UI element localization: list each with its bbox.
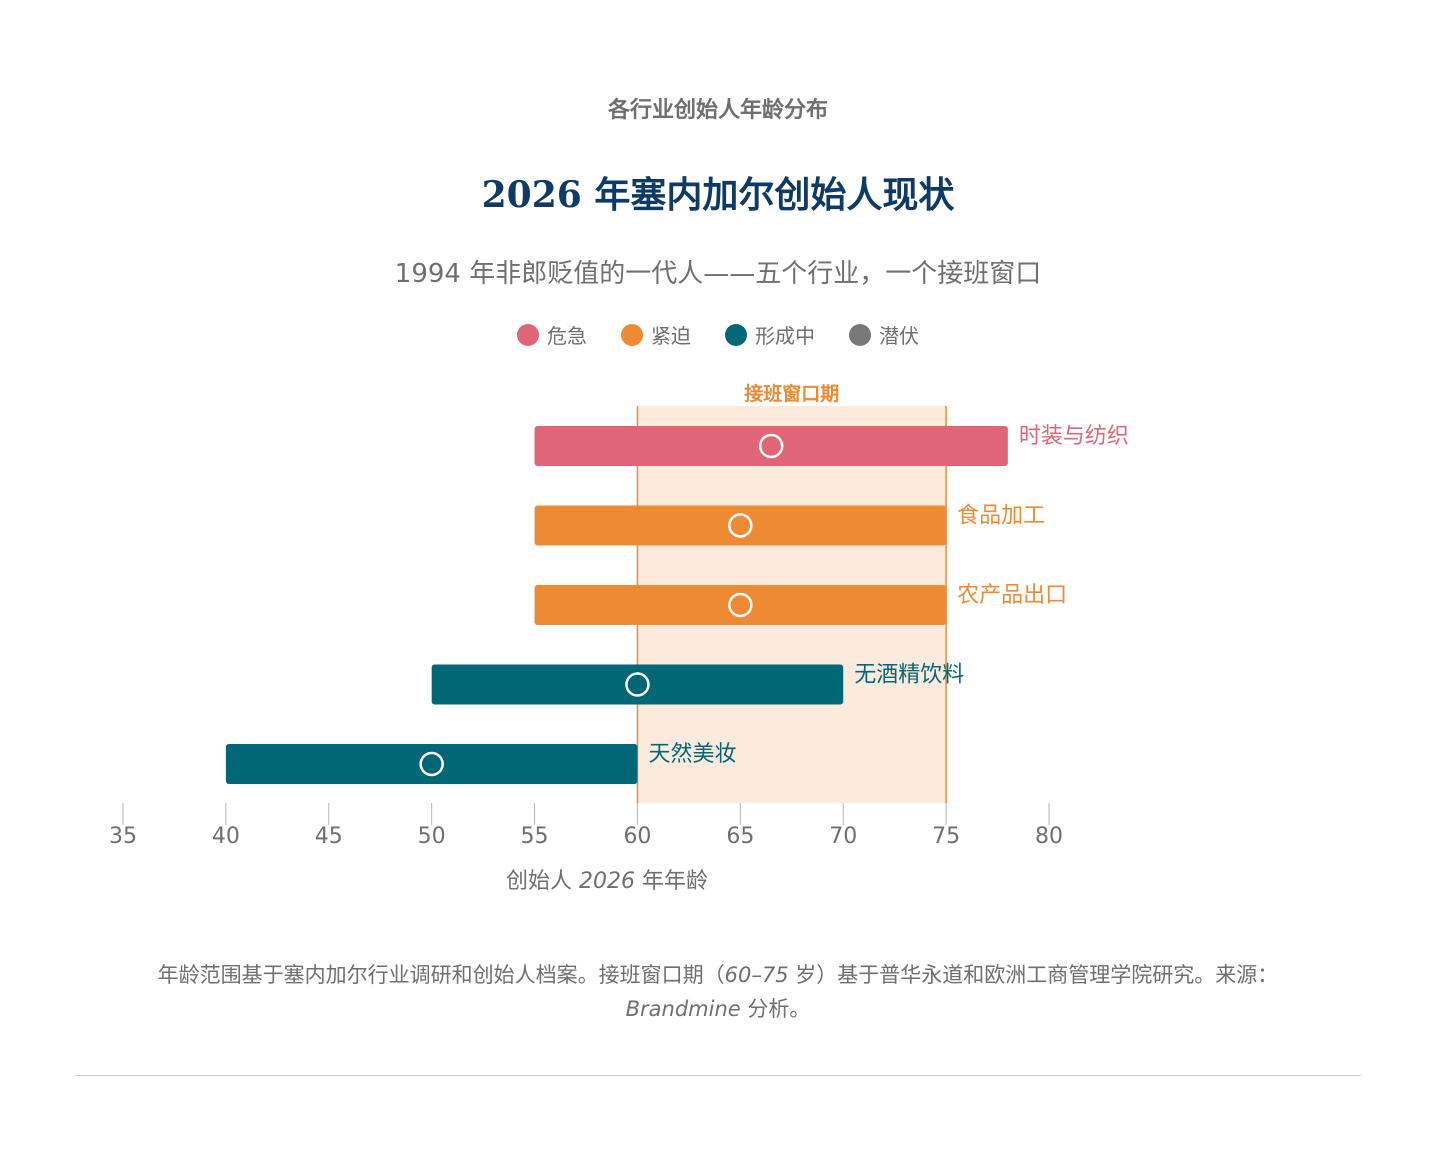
- footnote-text: 岁）基于普华永道和欧洲工商管理学院研究。来源：: [788, 963, 1279, 987]
- legend: 危急 紧迫 形成中 潜伏: [0, 320, 1436, 349]
- legend-item-urgent: 紧迫: [621, 320, 691, 349]
- footnote-source-name: Brandmine: [625, 997, 741, 1021]
- divider: [75, 1075, 1361, 1076]
- median-marker: [419, 751, 444, 777]
- legend-item-critical: 危急: [517, 320, 587, 349]
- footnote-window-range: 60–75: [724, 963, 789, 987]
- legend-label: 危急: [547, 324, 587, 348]
- bar-label: 时装与纺织: [1019, 424, 1129, 449]
- median-marker: [758, 433, 784, 459]
- range-bar: [534, 585, 947, 625]
- chart-eyebrow: 各行业创始人年龄分布: [607, 98, 828, 123]
- median-marker: [728, 592, 753, 618]
- x-tick-label: 75: [932, 824, 960, 849]
- legend-item-latent: 潜伏: [849, 320, 919, 349]
- x-tick-label: 50: [418, 824, 446, 849]
- legend-label: 紧迫: [651, 324, 691, 348]
- x-tick-label: 80: [1035, 824, 1063, 849]
- bar-label: 无酒精饮料: [854, 663, 964, 688]
- chart-title: 2026 年塞内加尔创始人现状: [481, 174, 955, 216]
- legend-dot: [849, 323, 871, 346]
- x-tick-label: 60: [623, 824, 651, 849]
- x-tick-label: 45: [315, 824, 343, 849]
- legend-dot: [725, 323, 747, 346]
- legend-label: 形成中: [755, 324, 815, 348]
- median-marker: [625, 672, 650, 697]
- median-marker: [728, 513, 753, 538]
- footnote: 年龄范围基于塞内加尔行业调研和创始人档案。接班窗口期（60–75 岁）基于普华永…: [60, 958, 1376, 1026]
- x-axis-label: 创始人 2026 年年龄: [506, 869, 708, 894]
- x-tick-label: 35: [109, 824, 137, 849]
- x-tick-label: 70: [829, 824, 857, 849]
- footnote-text: 年龄范围基于塞内加尔行业调研和创始人档案。接班窗口期（: [157, 963, 725, 987]
- footnote-text: 分析。: [740, 997, 811, 1021]
- x-tick-label: 55: [521, 824, 549, 849]
- x-tick-label: 65: [726, 824, 754, 849]
- bar-label: 农产品出口: [957, 583, 1067, 608]
- bar-label: 食品加工: [957, 504, 1045, 529]
- legend-dot: [517, 323, 539, 346]
- bar-label: 天然美妆: [648, 742, 736, 767]
- range-bar: [225, 744, 638, 784]
- range-bar: [534, 505, 947, 546]
- window-label: 接班窗口期: [744, 382, 839, 405]
- range-bar: [534, 426, 1008, 466]
- range-bar: [431, 664, 844, 705]
- legend-dot: [621, 323, 643, 346]
- chart-subtitle: 1994 年非郎贬值的一代人——五个行业，一个接班窗口: [394, 259, 1042, 289]
- x-tick-label: 40: [212, 824, 240, 849]
- legend-label: 潜伏: [879, 324, 919, 348]
- legend-item-forming: 形成中: [725, 320, 815, 349]
